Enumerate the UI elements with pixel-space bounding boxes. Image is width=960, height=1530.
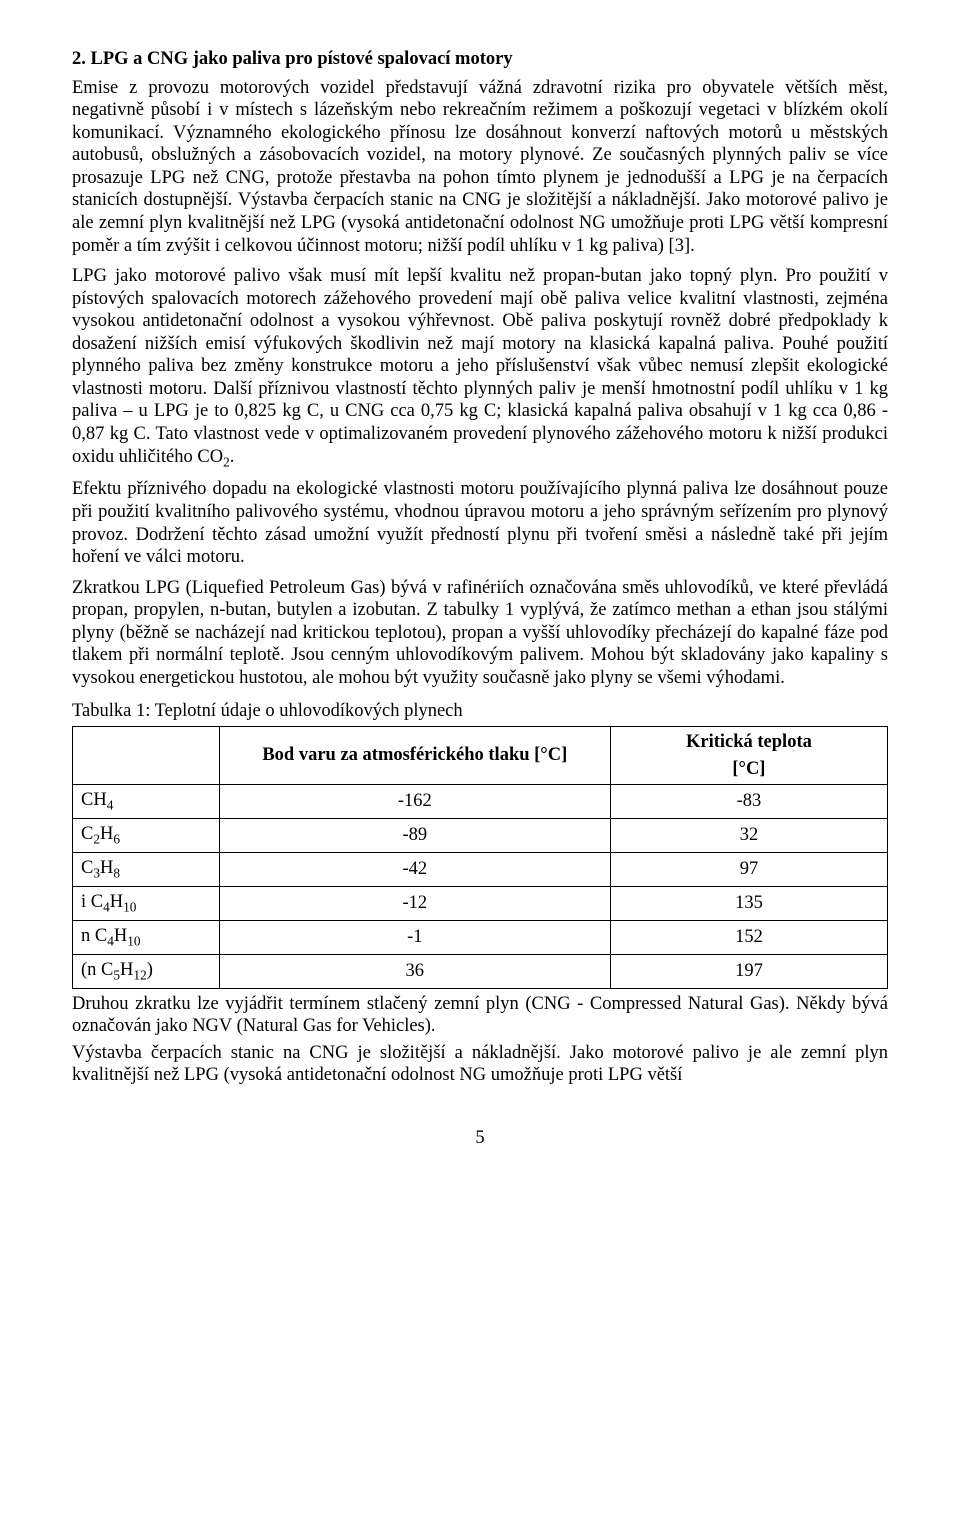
formula-sub: 4	[107, 798, 114, 813]
formula-mid: H	[110, 892, 123, 912]
table-header-kt-unit: [°C]	[732, 758, 765, 781]
table-header-bod: Bod varu za atmosférického tlaku [°C]	[219, 727, 610, 785]
table-cell-kt: 32	[610, 819, 887, 853]
paragraph-2-tail: .	[230, 447, 235, 467]
formula-post: )	[147, 960, 153, 980]
formula-sub: 4	[107, 934, 114, 949]
table-cell-bod: 36	[219, 954, 610, 988]
table-cell-bod: -89	[219, 819, 610, 853]
table-row: C3H8 -42 97	[73, 853, 888, 887]
table-cell-formula: C2H6	[73, 819, 220, 853]
table-cell-bod: -12	[219, 887, 610, 921]
formula-sub2: 8	[113, 866, 120, 881]
table-cell-formula: CH4	[73, 785, 220, 819]
table-row: C2H6 -89 32	[73, 819, 888, 853]
paragraph-5: Druhou zkratku lze vyjádřit termínem stl…	[72, 993, 888, 1038]
table-cell-kt: 197	[610, 954, 887, 988]
formula-sub2: 12	[133, 968, 146, 983]
formula-mid: H	[100, 858, 113, 878]
formula-sub2: 10	[127, 934, 140, 949]
table-header-kt-text: Kritická teplota	[686, 731, 812, 754]
formula-mid: H	[100, 824, 113, 844]
formula-mid: H	[114, 926, 127, 946]
formula-pre: i C	[81, 892, 103, 912]
table-cell-formula: i C4H10	[73, 887, 220, 921]
table-cell-kt: 97	[610, 853, 887, 887]
table-cell-formula: C3H8	[73, 853, 220, 887]
table-header-kt: Kritická teplota [°C]	[610, 727, 887, 785]
table-cell-kt: -83	[610, 785, 887, 819]
formula-sub: 4	[103, 900, 110, 915]
table-header-row: Bod varu za atmosférického tlaku [°C] Kr…	[73, 727, 888, 785]
paragraph-4: Zkratkou LPG (Liquefied Petroleum Gas) b…	[72, 577, 888, 690]
formula-sub: 2	[93, 832, 100, 847]
hydrocarbon-table: Bod varu za atmosférického tlaku [°C] Kr…	[72, 726, 888, 989]
table-cell-formula: n C4H10	[73, 920, 220, 954]
table-row: (n C5H12) 36 197	[73, 954, 888, 988]
formula-pre: C	[81, 824, 93, 844]
table-cell-bod: -42	[219, 853, 610, 887]
table-row: n C4H10 -1 152	[73, 920, 888, 954]
paragraph-6: Výstavba čerpacích stanic na CNG je slož…	[72, 1042, 888, 1087]
table-caption: Tabulka 1: Teplotní údaje o uhlovodíkový…	[72, 700, 888, 723]
page-number: 5	[72, 1127, 888, 1150]
paragraph-2-main: LPG jako motorové palivo však musí mít l…	[72, 266, 888, 467]
table-cell-kt: 135	[610, 887, 887, 921]
table-row: CH4 -162 -83	[73, 785, 888, 819]
formula-mid: H	[120, 960, 133, 980]
table-cell-formula: (n C5H12)	[73, 954, 220, 988]
paragraph-3: Efektu příznivého dopadu na ekologické v…	[72, 478, 888, 568]
formula-pre: (n C	[81, 960, 113, 980]
document-page: 2. LPG a CNG jako paliva pro pístové spa…	[0, 0, 960, 1190]
table-cell-kt: 152	[610, 920, 887, 954]
table-header-empty	[73, 727, 220, 785]
table-cell-bod: -1	[219, 920, 610, 954]
formula-sub2: 6	[113, 832, 120, 847]
section-heading: 2. LPG a CNG jako paliva pro pístové spa…	[72, 48, 888, 71]
formula-sub: 3	[93, 866, 100, 881]
paragraph-2: LPG jako motorové palivo však musí mít l…	[72, 265, 888, 470]
table-row: i C4H10 -12 135	[73, 887, 888, 921]
formula-sub2: 10	[123, 900, 136, 915]
formula-pre: n C	[81, 926, 107, 946]
paragraph-1: Emise z provozu motorových vozidel předs…	[72, 77, 888, 258]
formula-pre: C	[81, 858, 93, 878]
formula-pre: CH	[81, 790, 107, 810]
paragraph-2-subscript: 2	[223, 454, 230, 469]
table-cell-bod: -162	[219, 785, 610, 819]
